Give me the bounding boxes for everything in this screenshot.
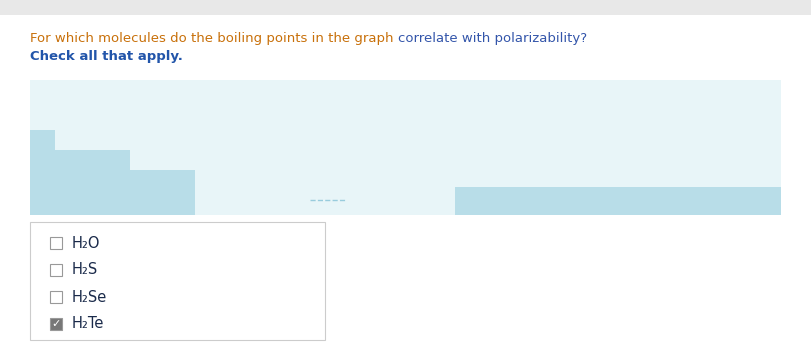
Text: Check all that apply.: Check all that apply.	[30, 50, 182, 63]
Bar	[0, 0, 811, 15]
FancyBboxPatch shape	[30, 222, 325, 340]
Bar	[50, 264, 62, 276]
Text: H₂O: H₂O	[72, 235, 101, 251]
Text: H₂Se: H₂Se	[72, 289, 107, 305]
Text: ✓: ✓	[51, 319, 61, 329]
Polygon shape	[455, 187, 781, 215]
Polygon shape	[30, 130, 195, 215]
Bar	[30, 80, 781, 215]
Bar	[50, 237, 62, 249]
Bar	[50, 291, 62, 303]
Text: H₂S: H₂S	[72, 262, 98, 278]
Text: For which molecules do the boiling points in the graph: For which molecules do the boiling point…	[30, 32, 397, 45]
Bar	[50, 318, 62, 330]
Text: correlate with polarizability?: correlate with polarizability?	[397, 32, 587, 45]
Text: H₂Te: H₂Te	[72, 317, 105, 332]
